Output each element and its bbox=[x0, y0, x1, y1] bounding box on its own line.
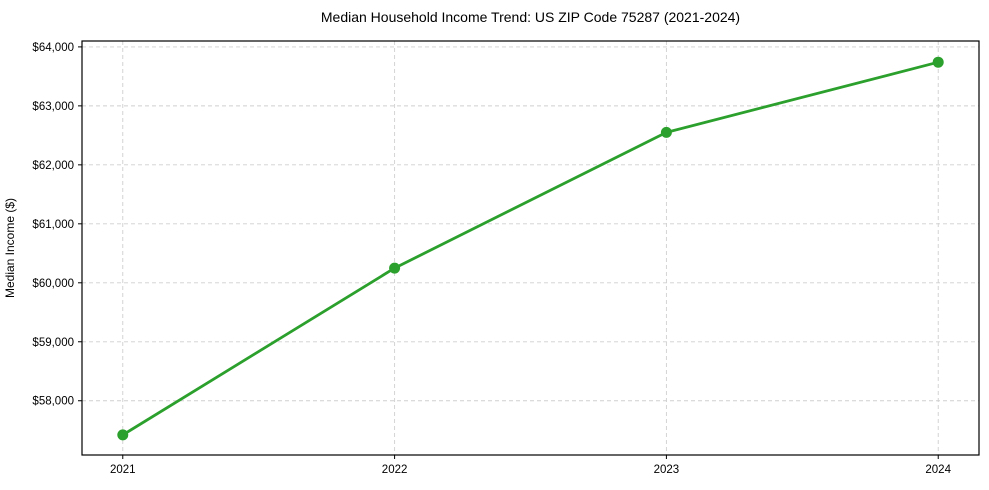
y-tick-label: $62,000 bbox=[32, 160, 74, 172]
y-tick-label: $59,000 bbox=[32, 337, 74, 349]
y-tick-label: $64,000 bbox=[32, 42, 74, 54]
data-point-2021 bbox=[117, 429, 129, 441]
x-tick-label: 2024 bbox=[925, 464, 951, 476]
data-point-2022 bbox=[389, 262, 401, 274]
x-tick-label: 2023 bbox=[654, 464, 680, 476]
trend-line bbox=[121, 60, 940, 437]
y-tick-label: $61,000 bbox=[32, 219, 74, 231]
y-tick-label: $60,000 bbox=[32, 278, 74, 290]
x-tick-label: 2021 bbox=[110, 464, 136, 476]
data-point-2023 bbox=[660, 126, 672, 138]
y-tick-label: $63,000 bbox=[32, 101, 74, 113]
x-tick-label: 2022 bbox=[382, 464, 408, 476]
y-tick-label: $58,000 bbox=[32, 396, 74, 408]
data-point-2024 bbox=[932, 56, 944, 68]
y-axis-label: Median Income ($) bbox=[3, 198, 17, 298]
plot-border bbox=[81, 40, 980, 456]
chart-title: Median Household Income Trend: US ZIP Co… bbox=[321, 9, 740, 25]
